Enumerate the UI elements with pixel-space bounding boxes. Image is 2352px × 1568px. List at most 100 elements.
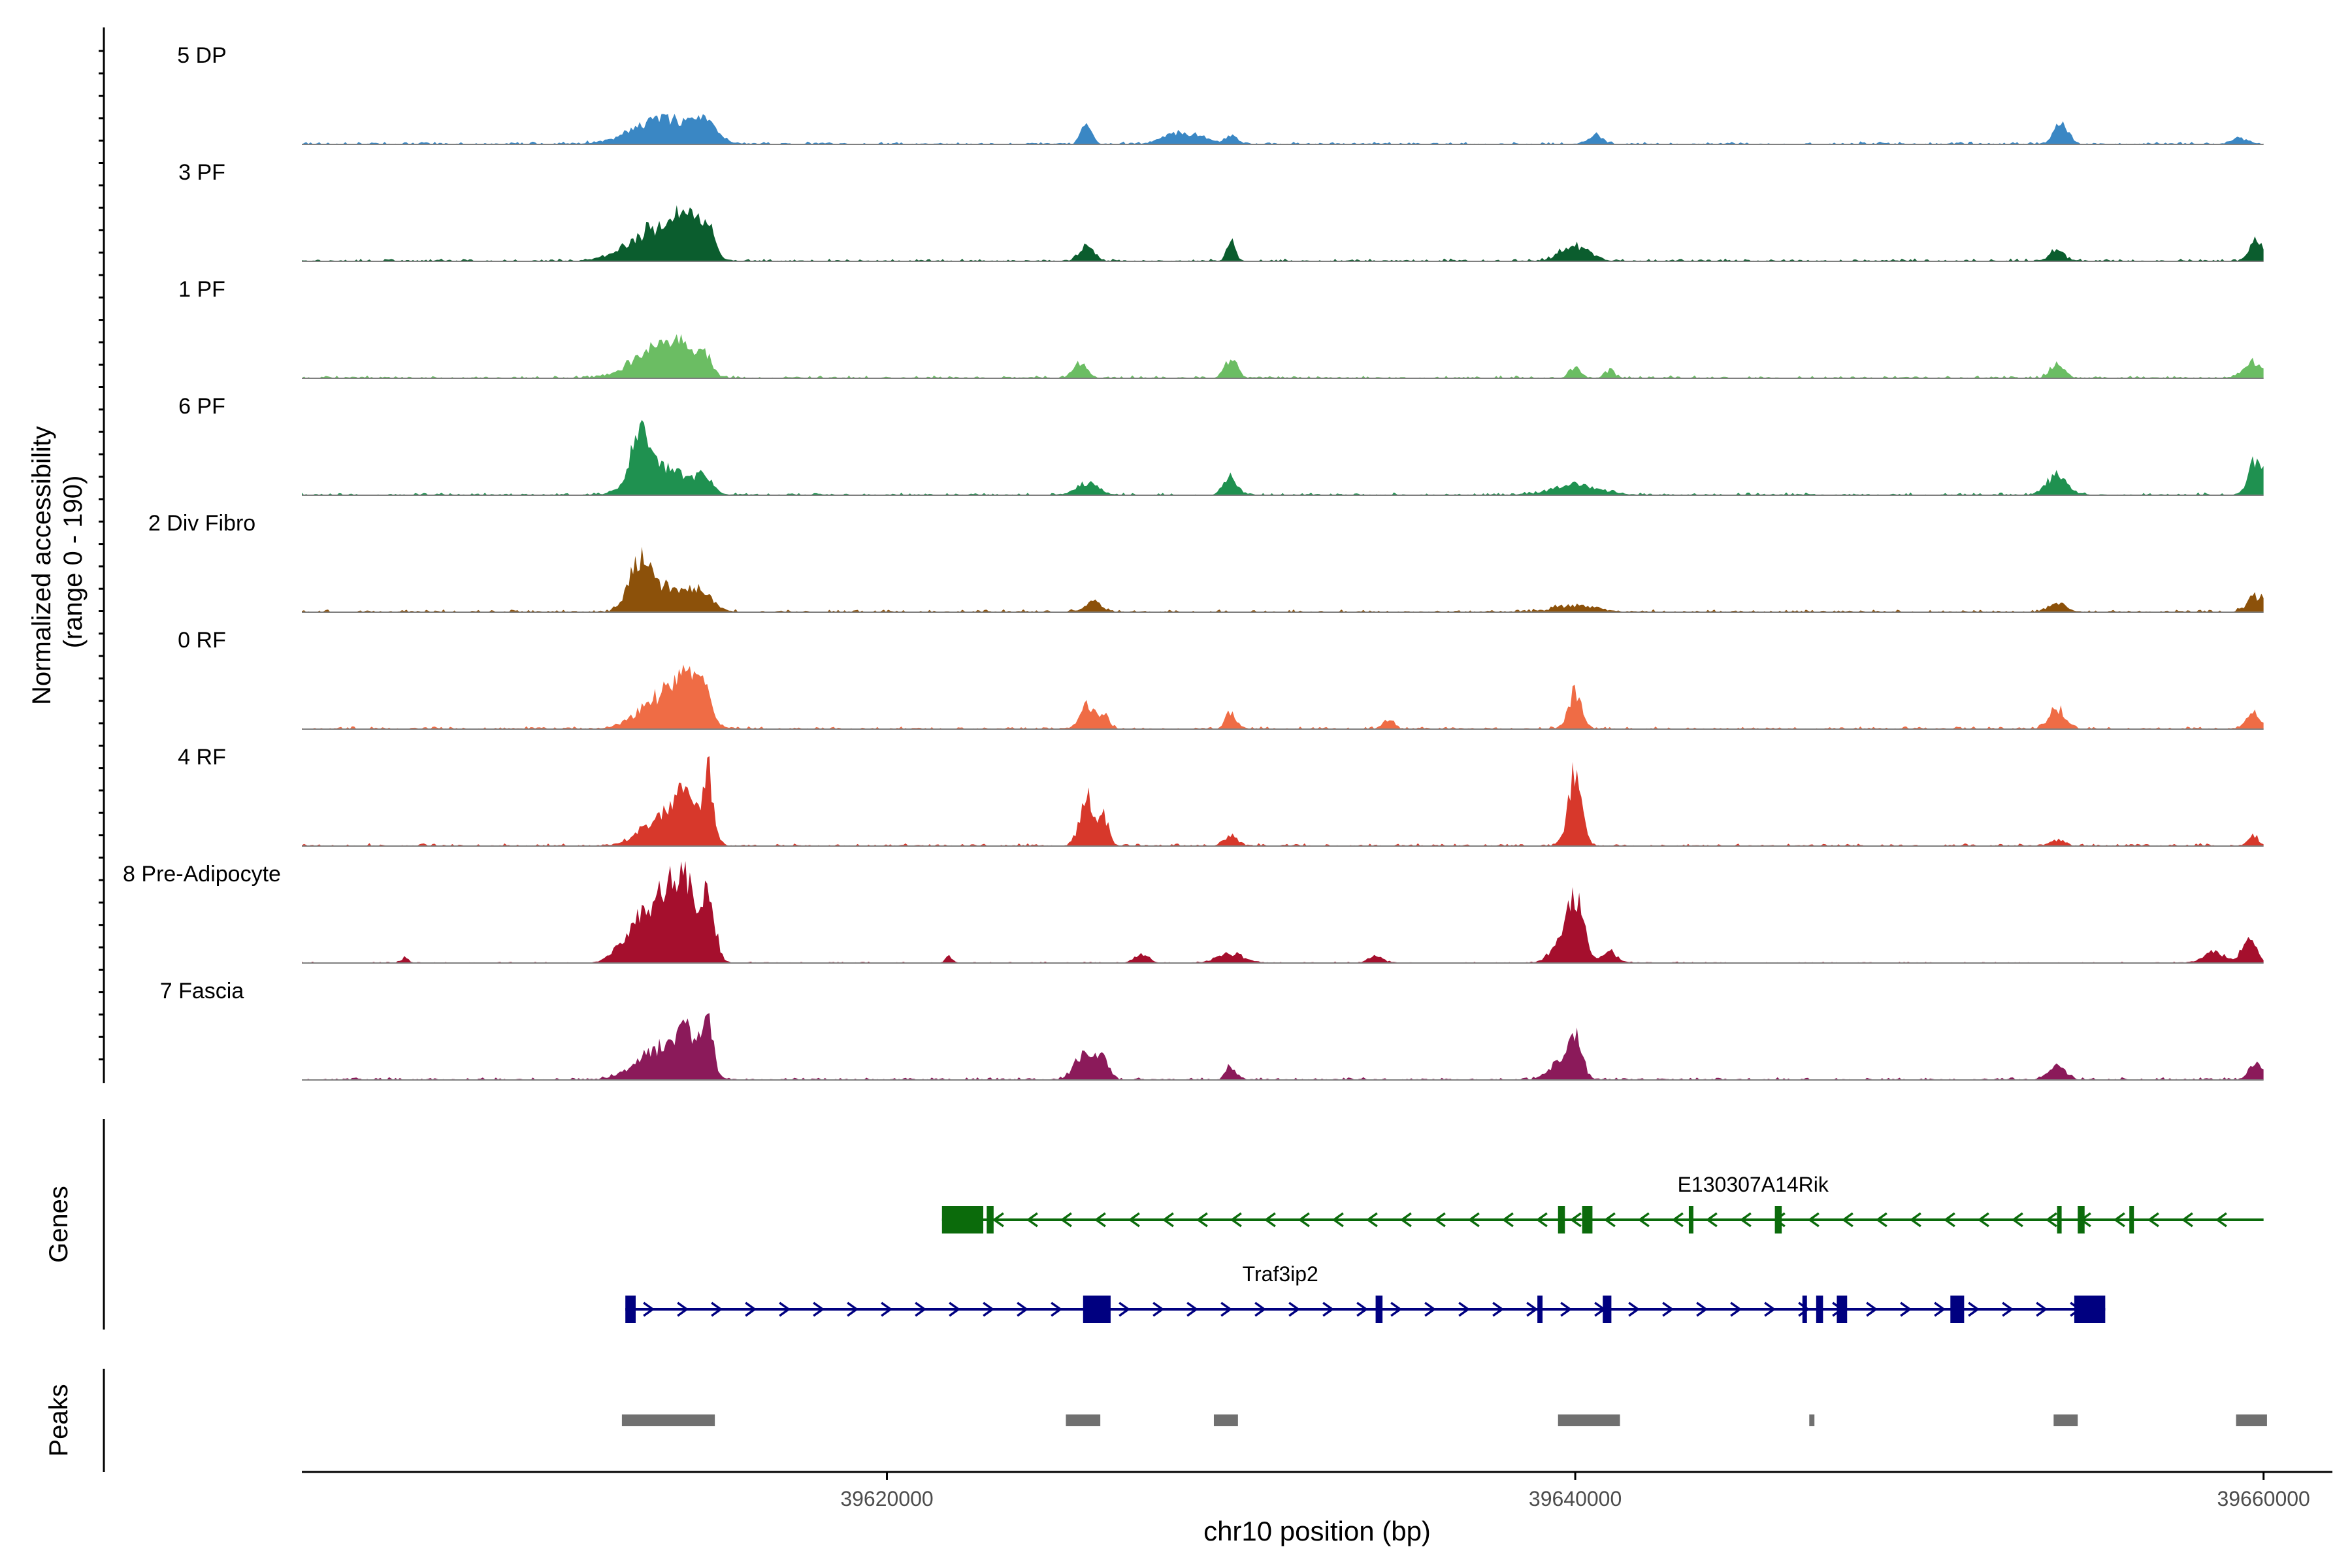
- strand-arrow-icon: [1264, 1212, 1276, 1228]
- strand-arrow-icon: [1603, 1212, 1616, 1228]
- gene-annotations: E130307A14Rik Traf3ip2: [625, 1173, 2264, 1323]
- exon: [1558, 1206, 1565, 1233]
- strand-arrow-icon: [1560, 1301, 1573, 1317]
- exon: [1774, 1206, 1782, 1233]
- strand-arrow-icon: [1230, 1212, 1242, 1228]
- strand-arrow-icon: [1186, 1301, 1199, 1317]
- peak-region: [2236, 1414, 2267, 1426]
- x-tick-label: 39640000: [1529, 1487, 1622, 1511]
- coverage-tracks: 5 DP 3 PF 1 PF 6 PF 2 Div Fibro 0 RF 4 RF 8 Pre…: [123, 43, 2264, 1081]
- peak-region: [1809, 1414, 1815, 1426]
- x-axis-label: chr10 position (bp): [1203, 1516, 1431, 1546]
- gene-name-traf3ip2: Traf3ip2: [1243, 1262, 1318, 1286]
- strand-arrow-icon: [1934, 1301, 1946, 1317]
- strand-arrow-icon: [2113, 1212, 2125, 1228]
- track-label-5-dp: 5 DP: [177, 43, 227, 68]
- exon: [1816, 1296, 1823, 1323]
- strand-arrow-icon: [1875, 1212, 1887, 1228]
- strand-arrow-icon: [1458, 1301, 1471, 1317]
- exon: [1537, 1296, 1543, 1323]
- exon: [2074, 1296, 2106, 1323]
- exon: [1083, 1296, 1111, 1323]
- strand-arrow-icon: [1764, 1301, 1776, 1317]
- strand-arrow-icon: [1492, 1301, 1505, 1317]
- strand-arrow-icon: [915, 1301, 927, 1317]
- strand-arrow-icon: [1705, 1212, 1718, 1228]
- track-3-pf: 3 PF: [178, 160, 2264, 262]
- track-2-div-fibro: 2 Div Fibro: [148, 511, 2264, 613]
- strand-arrow-icon: [1628, 1301, 1641, 1317]
- strand-arrow-icon: [1322, 1301, 1335, 1317]
- strand-arrow-icon: [1060, 1212, 1072, 1228]
- coverage-area-4-rf: [302, 756, 2264, 846]
- peak-region: [621, 1414, 715, 1426]
- track-7-fascia: 7 Fascia: [160, 979, 2264, 1081]
- coverage-y-ticks: [99, 50, 104, 1060]
- coverage-area-6-pf: [302, 419, 2264, 495]
- strand-arrow-icon: [1866, 1301, 1878, 1317]
- track-label-1-pf: 1 PF: [178, 277, 225, 302]
- strand-arrow-icon: [2215, 1212, 2227, 1228]
- coverage-area-5-dp: [302, 114, 2264, 144]
- strand-arrow-icon: [1900, 1301, 1912, 1317]
- exon: [1950, 1296, 1965, 1323]
- x-tick-label: 39660000: [2217, 1487, 2310, 1511]
- strand-arrow-icon: [1501, 1212, 1514, 1228]
- y-axis-label-line2: (range 0 - 190): [59, 476, 88, 649]
- strand-arrow-icon: [1433, 1212, 1446, 1228]
- coverage-area-8-pre-adipocyte: [302, 861, 2264, 963]
- track-8-pre-adipocyte: 8 Pre-Adipocyte: [123, 861, 2264, 964]
- strand-arrow-icon: [2002, 1301, 2014, 1317]
- strand-arrow-icon: [1051, 1301, 1063, 1317]
- strand-arrow-icon: [1671, 1212, 1684, 1228]
- track-0-rf: 0 RF: [178, 628, 2264, 730]
- strand-arrow-icon: [711, 1301, 723, 1317]
- track-label-7-fascia: 7 Fascia: [160, 979, 244, 1004]
- exon: [1375, 1296, 1383, 1323]
- coverage-area-1-pf: [302, 334, 2264, 378]
- gene-e130307a14rik: E130307A14Rik: [941, 1173, 2264, 1233]
- peak-regions: [621, 1414, 2267, 1426]
- strand-arrow-icon: [847, 1301, 859, 1317]
- track-1-pf: 1 PF: [178, 277, 2264, 379]
- strand-arrow-icon: [2181, 1212, 2193, 1228]
- strand-arrow-icon: [643, 1301, 655, 1317]
- exon: [941, 1206, 984, 1233]
- strand-arrow-icon: [983, 1301, 995, 1317]
- strand-arrow-icon: [1977, 1212, 1989, 1228]
- genes-panel-label: Genes: [44, 1186, 73, 1263]
- track-label-3-pf: 3 PF: [178, 160, 225, 185]
- strand-arrow-icon: [1365, 1212, 1378, 1228]
- peak-region: [1213, 1414, 1238, 1426]
- strand-arrow-icon: [1841, 1212, 1854, 1228]
- strand-arrow-icon: [1026, 1212, 1038, 1228]
- strand-arrow-icon: [1017, 1301, 1029, 1317]
- gene-traf3ip2: Traf3ip2: [625, 1262, 2106, 1323]
- exon: [1837, 1296, 1848, 1323]
- track-label-8-pre-adipocyte: 8 Pre-Adipocyte: [123, 862, 281, 887]
- strand-arrow-icon: [1535, 1212, 1548, 1228]
- exon: [2057, 1206, 2062, 1233]
- strand-arrow-icon: [2036, 1301, 2048, 1317]
- strand-arrow-icon: [1331, 1212, 1344, 1228]
- strand-arrow-icon: [1662, 1301, 1674, 1317]
- strand-arrow-icon: [1356, 1301, 1369, 1317]
- strand-arrow-icon: [1390, 1301, 1403, 1317]
- strand-arrow-icon: [813, 1301, 825, 1317]
- coverage-area-0-rf: [302, 664, 2264, 729]
- x-tick-label: 39620000: [840, 1487, 933, 1511]
- exon: [2078, 1206, 2085, 1233]
- strand-arrow-icon: [1128, 1212, 1140, 1228]
- track-5-dp: 5 DP: [177, 43, 2264, 145]
- strand-arrow-icon: [2011, 1212, 2023, 1228]
- strand-arrow-icon: [881, 1301, 893, 1317]
- peak-region: [1558, 1414, 1620, 1426]
- track-6-pf: 6 PF: [178, 394, 2264, 496]
- x-axis-ticks: 39620000 39640000 39660000: [840, 1472, 2310, 1511]
- strand-arrow-icon: [1298, 1212, 1310, 1228]
- coverage-area-2-div-fibro: [302, 546, 2264, 612]
- strand-arrow-icon: [1220, 1301, 1233, 1317]
- track-label-2-div-fibro: 2 Div Fibro: [148, 511, 255, 536]
- exon: [625, 1296, 636, 1323]
- peak-region: [2053, 1414, 2078, 1426]
